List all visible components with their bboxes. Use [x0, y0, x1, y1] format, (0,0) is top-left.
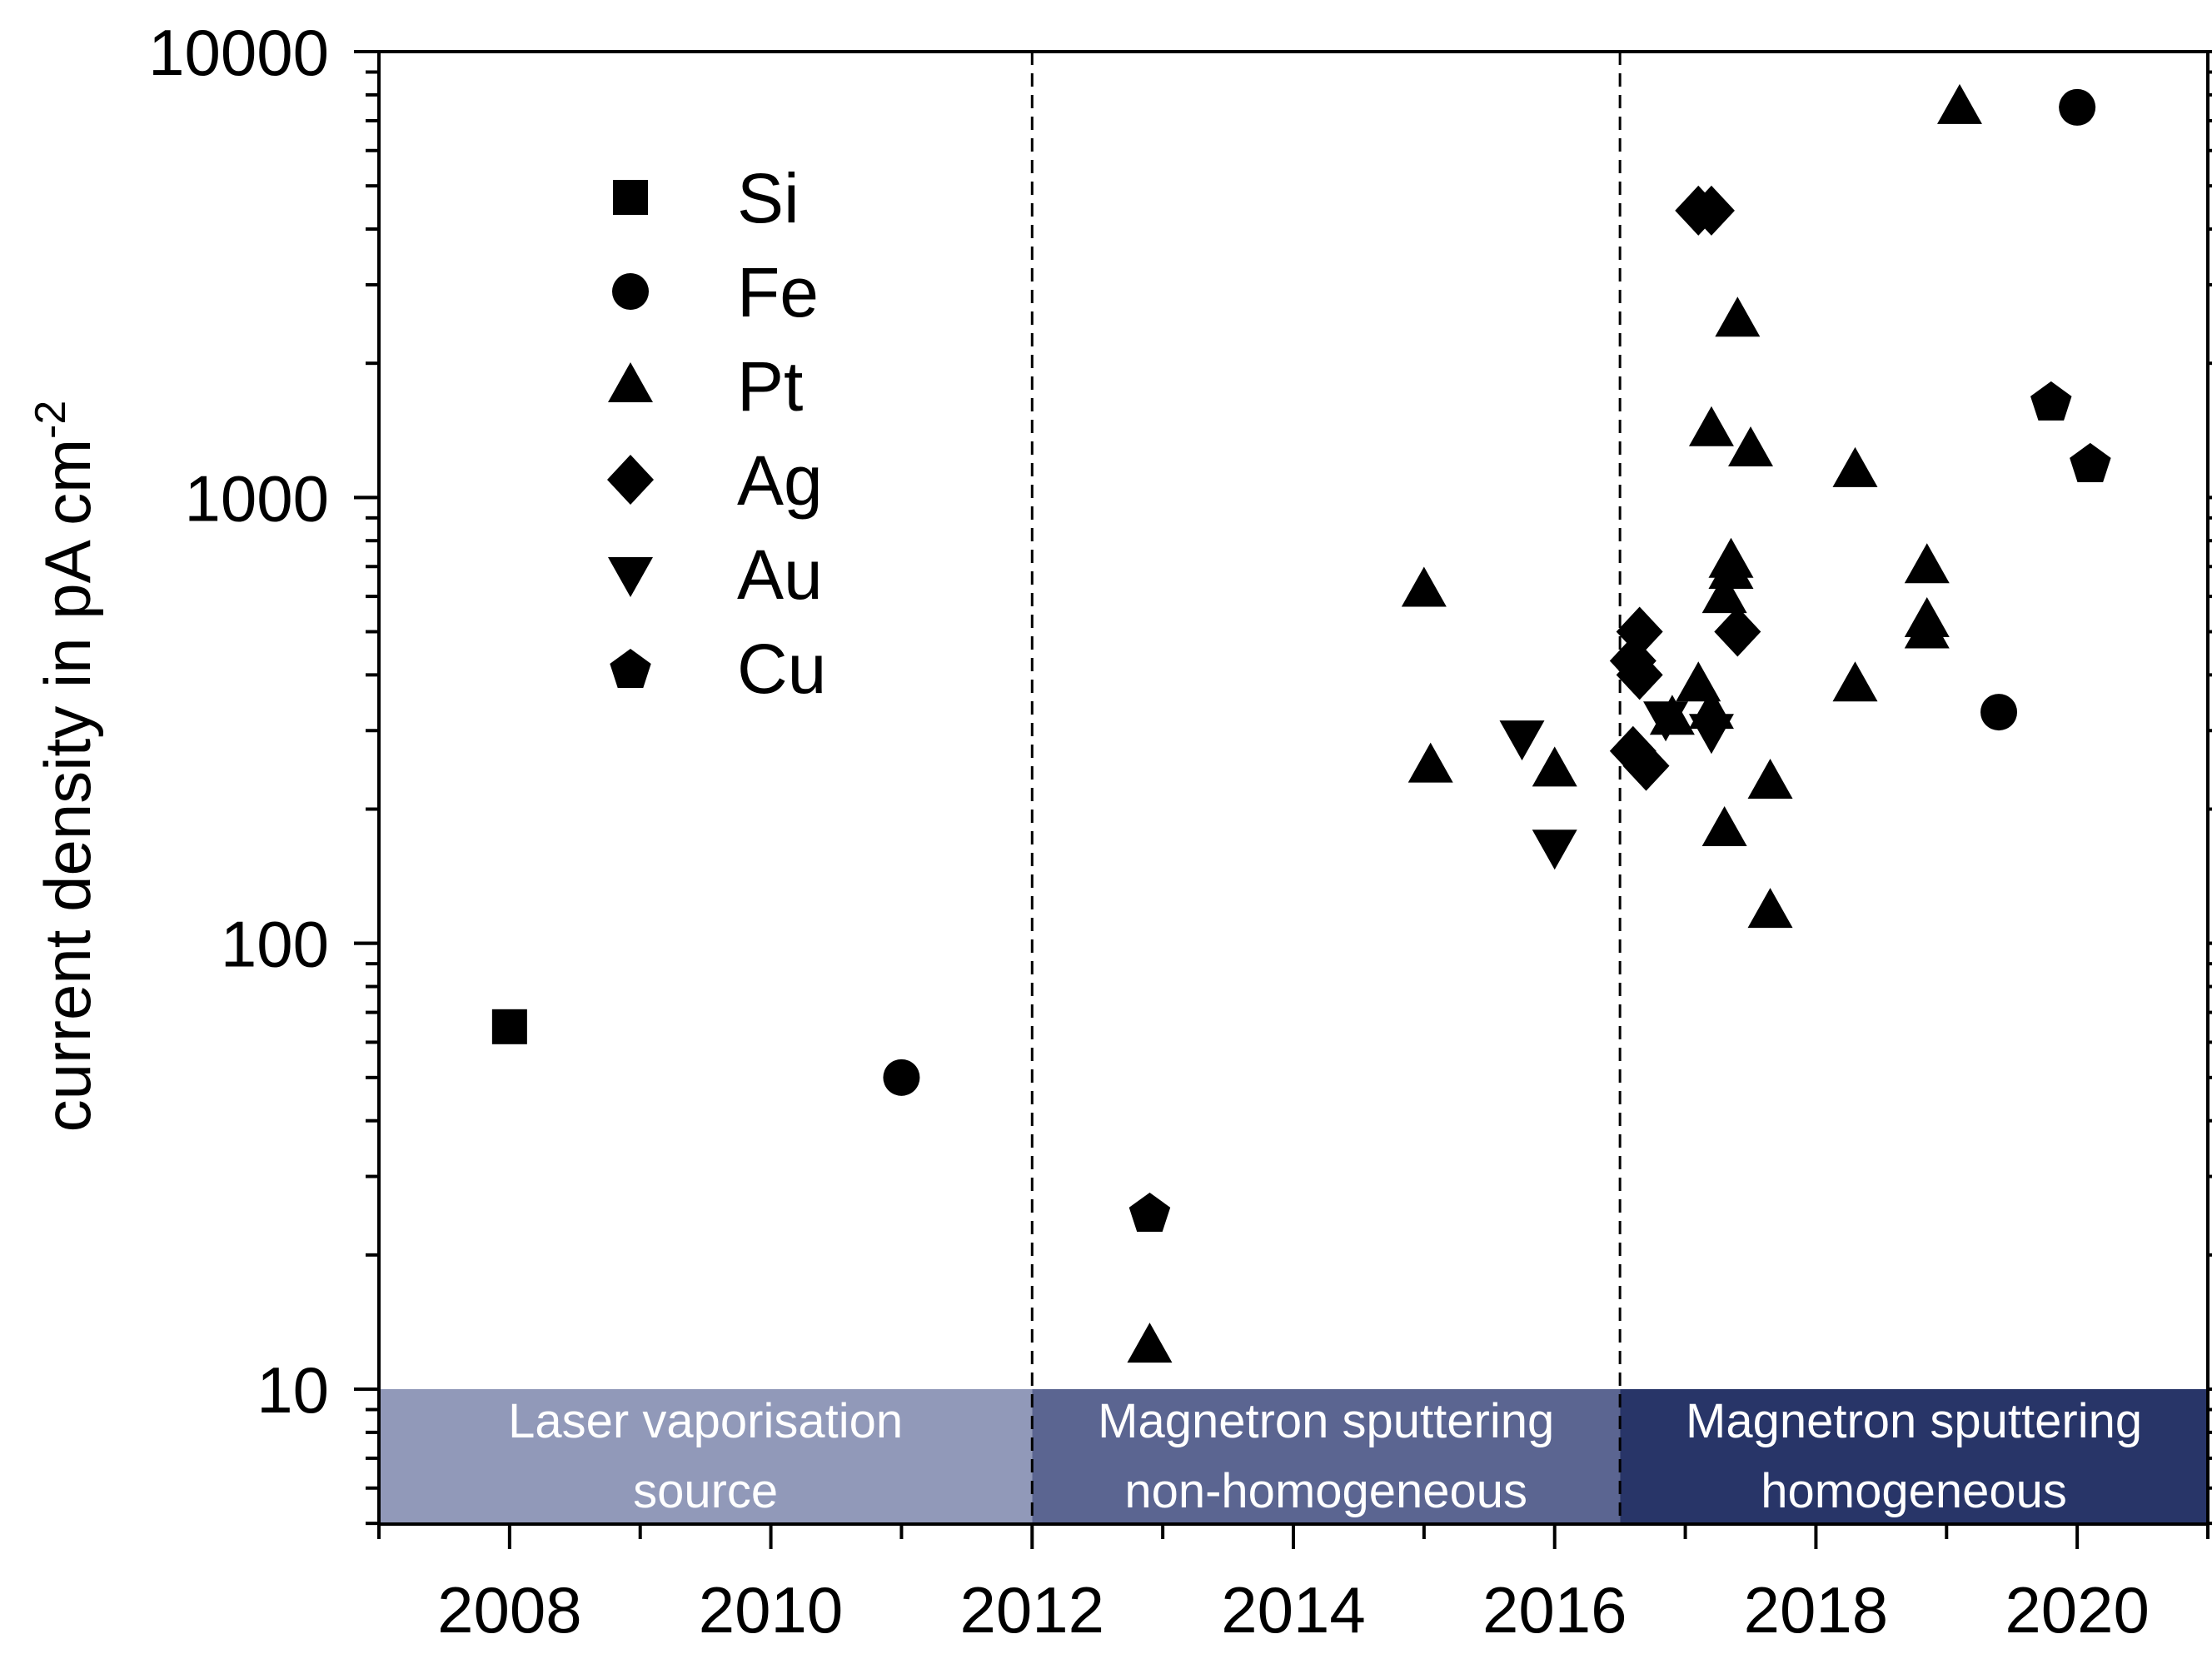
x-tick-label-2014: 2014	[1221, 1573, 1366, 1647]
point-cu-0	[1128, 1193, 1171, 1232]
point-cu-1	[2030, 381, 2072, 421]
axes	[377, 50, 2210, 1526]
legend-label-pt: Pt	[737, 347, 803, 426]
region-bands: Laser vaporisation source Magnetron sputte…	[379, 1389, 2208, 1524]
data-points	[491, 83, 2111, 1363]
y-axis-label-superscript: -2	[27, 401, 75, 439]
legend-label-ag: Ag	[737, 441, 823, 520]
x-tick-label-2016: 2016	[1482, 1573, 1627, 1647]
y-tick-label-10000: 10000	[148, 16, 329, 89]
region-label-1-1: non-homogeneous	[1124, 1464, 1527, 1518]
legend-marker-au	[608, 557, 653, 597]
point-au-3	[1688, 714, 1734, 755]
y-tick-label-100: 100	[221, 908, 329, 981]
point-si-0	[491, 1009, 527, 1044]
point-pt-0	[1127, 1323, 1173, 1363]
point-pt-7	[1688, 406, 1734, 446]
point-ag-4	[1622, 740, 1670, 791]
point-pt-19	[1904, 596, 1950, 637]
region-band-1	[1032, 1389, 1621, 1524]
legend: Si Fe Pt Ag Au Cu	[607, 159, 826, 708]
y-axis-ticks: 10 100 1000 10000	[148, 16, 2212, 1526]
point-pt-13	[1728, 426, 1773, 466]
point-au-1	[1532, 829, 1577, 870]
point-pt-21	[1936, 83, 1982, 124]
region-label-2-1: homogeneous	[1761, 1464, 2067, 1518]
point-pt-15	[1747, 888, 1793, 929]
x-axis-ticks: 2008 2010 2012 2014 2016 2018 2020	[377, 1524, 2210, 1647]
region-label-0-0: Laser vaporisation	[508, 1394, 903, 1448]
x-tick-label-2018: 2018	[1744, 1573, 1889, 1647]
legend-label-cu: Cu	[737, 630, 826, 708]
point-pt-12	[1715, 296, 1761, 337]
point-fe-0	[883, 1059, 920, 1096]
x-tick-label-2020: 2020	[2005, 1573, 2150, 1647]
point-pt-9	[1701, 573, 1747, 614]
legend-marker-fe	[612, 273, 649, 310]
point-pt-5	[1676, 661, 1721, 702]
region-band-2	[1620, 1389, 2208, 1524]
y-tick-label-1000: 1000	[184, 461, 329, 535]
point-au-0	[1499, 720, 1545, 761]
region-label-0-1: source	[633, 1464, 778, 1518]
point-fe-1	[1980, 694, 2018, 731]
x-tick-label-2008: 2008	[437, 1573, 582, 1647]
legend-marker-cu	[610, 649, 651, 688]
point-ag-2	[1616, 650, 1663, 700]
legend-label-fe: Fe	[737, 253, 819, 331]
region-band-0	[379, 1389, 1033, 1524]
legend-marker-pt	[608, 362, 653, 402]
point-au-2	[1643, 701, 1689, 742]
point-pt-3	[1532, 746, 1577, 787]
region-label-2-0: Magnetron sputtering	[1686, 1394, 2142, 1448]
y-axis-label-text: current density in pA cm	[31, 439, 104, 1132]
point-pt-8	[1701, 806, 1747, 847]
point-cu-2	[2070, 442, 2111, 482]
plot-frame	[377, 50, 2210, 1526]
divider-lines	[1030, 52, 1622, 1524]
legend-marker-ag	[607, 455, 654, 505]
x-tick-label-2012: 2012	[960, 1573, 1105, 1647]
point-pt-1	[1401, 566, 1447, 607]
point-pt-11	[1708, 537, 1754, 578]
point-pt-2	[1407, 742, 1453, 783]
y-tick-label-10: 10	[257, 1353, 329, 1427]
legend-label-au: Au	[737, 536, 823, 614]
point-ag-7	[1714, 606, 1761, 657]
point-pt-14	[1747, 759, 1793, 800]
x-tick-label-2010: 2010	[699, 1573, 844, 1647]
point-fe-2	[2059, 88, 2096, 126]
y-axis-label: current density in pA cm-2	[27, 401, 104, 1133]
point-pt-16	[1832, 661, 1878, 702]
region-label-1-0: Magnetron sputtering	[1098, 1394, 1554, 1448]
legend-label-si: Si	[737, 159, 800, 237]
point-ag-6	[1687, 185, 1735, 236]
point-pt-20	[1904, 543, 1950, 584]
legend-marker-si	[613, 180, 648, 215]
point-ag-3	[1616, 606, 1663, 657]
point-pt-17	[1832, 446, 1878, 487]
